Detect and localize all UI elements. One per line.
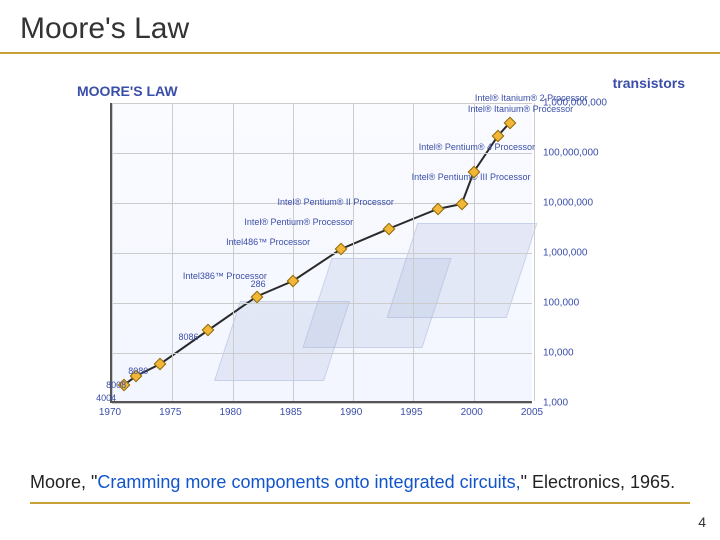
x-tick-label: 1980 — [219, 407, 241, 418]
caption-suffix: " Electronics, 1965. — [521, 472, 675, 492]
slide-title: Moore's Law — [0, 0, 720, 54]
gridline-v — [233, 103, 234, 401]
page-number: 4 — [698, 514, 706, 530]
citation-link[interactable]: Cramming more components onto integrated… — [97, 472, 520, 492]
chart-plot-area: 4004800880808086286Intel386™ ProcessorIn… — [110, 103, 532, 403]
gridline-h — [112, 353, 532, 354]
data-point-label: 8008 — [106, 380, 126, 390]
data-point-label: Intel® Pentium® 4 Processor — [419, 142, 535, 152]
gridline-v — [172, 103, 173, 401]
gridline-h — [112, 253, 532, 254]
y-tick-label: 1,000,000,000 — [543, 98, 607, 109]
gridline-h — [112, 153, 532, 154]
x-tick-label: 1975 — [159, 407, 181, 418]
x-tick-label: 2005 — [521, 407, 543, 418]
y-tick-label: 1,000,000 — [543, 248, 588, 259]
gridline-v — [293, 103, 294, 401]
x-tick-label: 2000 — [461, 407, 483, 418]
data-point-label: Intel® Pentium® II Processor — [278, 197, 394, 207]
x-tick-label: 1970 — [99, 407, 121, 418]
data-point-label: 8086 — [178, 332, 198, 342]
gridline-v — [112, 103, 113, 401]
gridline-v — [413, 103, 414, 401]
moores-law-chart: transistors MOORE'S LAW 4004800880808086… — [65, 75, 665, 435]
gridline-h — [112, 403, 532, 404]
x-tick-label: 1985 — [280, 407, 302, 418]
gridline-v — [353, 103, 354, 401]
data-point-label: 4004 — [96, 393, 116, 403]
gridline-h — [112, 303, 532, 304]
y-tick-label: 10,000,000 — [543, 198, 593, 209]
chart-title-inset: MOORE'S LAW — [77, 83, 178, 99]
caption-prefix: Moore, " — [30, 472, 97, 492]
y-tick-label: 1,000 — [543, 398, 568, 409]
data-point-label: Intel486™ Processor — [226, 237, 310, 247]
y-tick-label: 100,000,000 — [543, 148, 599, 159]
data-point-label: 8080 — [128, 366, 148, 376]
y-tick-label: 100,000 — [543, 298, 579, 309]
data-point-label: Intel386™ Processor — [183, 271, 267, 281]
citation-caption: Moore, "Cramming more components onto in… — [30, 471, 690, 504]
x-tick-label: 1990 — [340, 407, 362, 418]
data-point-label: Intel® Pentium® Processor — [244, 217, 353, 227]
y-tick-label: 10,000 — [543, 348, 574, 359]
chart-y-legend: transistors — [613, 75, 685, 91]
x-tick-label: 1995 — [400, 407, 422, 418]
